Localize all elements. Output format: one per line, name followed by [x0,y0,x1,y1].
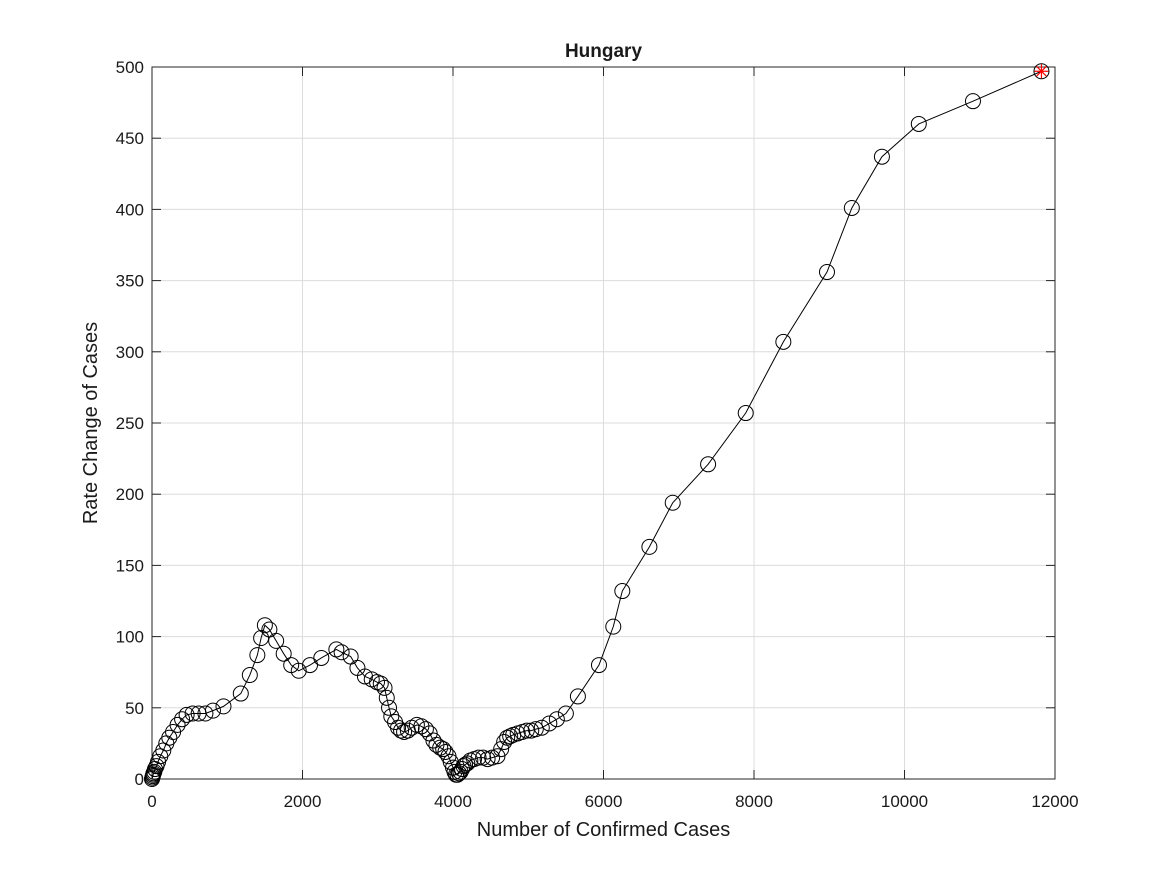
data-point [470,749,487,766]
data-point [873,148,890,165]
data-point [700,456,717,473]
axis-ticks: 0 2000 4000 6000 8000 10000 12000 0 50 100 150 200 2… [116,58,1079,811]
data-point [454,761,471,778]
data-point [169,716,186,733]
chart-title: Hungary [565,41,643,62]
data-point [161,729,178,746]
data-point [964,93,981,110]
data-point [1033,63,1050,80]
data-point [378,689,395,706]
data-point [489,748,506,765]
data-point [818,264,835,281]
x-tick-label: 6000 [585,792,623,811]
x-tick-label: 8000 [735,792,773,811]
data-point [197,705,214,722]
data-point [569,688,586,705]
data-point [241,667,258,684]
data-point [393,722,410,739]
y-tick-label: 300 [116,343,144,362]
y-tick-label: 400 [116,200,144,219]
data-point [372,675,389,692]
y-tick-label: 50 [125,699,144,718]
data-point [910,115,927,132]
data-point [502,728,519,745]
data-point [290,662,307,679]
data-point [155,742,172,759]
data-point [302,657,319,674]
data-point [215,698,232,715]
series-line [151,70,1042,780]
data-point [333,644,350,661]
data-point [664,494,681,511]
data-point [256,617,273,634]
x-tick-label: 2000 [284,792,322,811]
y-tick-label: 450 [116,129,144,148]
asterisk-stroke [1036,65,1047,77]
data-point [533,719,550,736]
data-point [843,199,860,216]
data-point [174,711,191,728]
data-point [614,583,631,600]
x-tick-label: 10000 [881,792,928,811]
y-axis-label: Rate Change of Cases [80,322,102,524]
y-tick-label: 0 [135,770,144,789]
data-point [457,756,474,773]
x-tick-label: 4000 [434,792,472,811]
data-point [518,722,535,739]
y-tick-label: 200 [116,485,144,504]
data-point [484,749,501,766]
data-point [737,405,754,422]
data-point [548,711,565,728]
x-axis-label: Number of Confirmed Cases [477,819,730,841]
data-point [178,706,195,723]
data-point [390,719,407,736]
y-tick-label: 250 [116,414,144,433]
data-point [249,647,266,664]
data-point [232,685,249,702]
last-point-asterisk [1034,64,1049,79]
data-point [775,333,792,350]
y-tick-label: 100 [116,628,144,647]
data-point [381,699,398,716]
data-point [557,705,574,722]
data-point [204,702,221,719]
y-tick-label: 500 [116,58,144,77]
data-point [432,739,449,756]
data-point [641,538,658,555]
data-point [527,721,544,738]
data-point [541,715,558,732]
data-point [253,630,270,647]
x-tick-label: 12000 [1031,792,1078,811]
data-point [275,645,292,662]
data-point [376,679,393,696]
series [144,63,1050,787]
data-point [590,657,607,674]
y-tick-label: 150 [116,556,144,575]
data-point [313,649,330,666]
y-tick-label: 350 [116,272,144,291]
data-point [605,618,622,635]
data-point [437,743,454,760]
data-point [184,705,201,722]
x-tick-label: 0 [147,792,156,811]
data-point [417,721,434,738]
data-point [268,632,285,649]
